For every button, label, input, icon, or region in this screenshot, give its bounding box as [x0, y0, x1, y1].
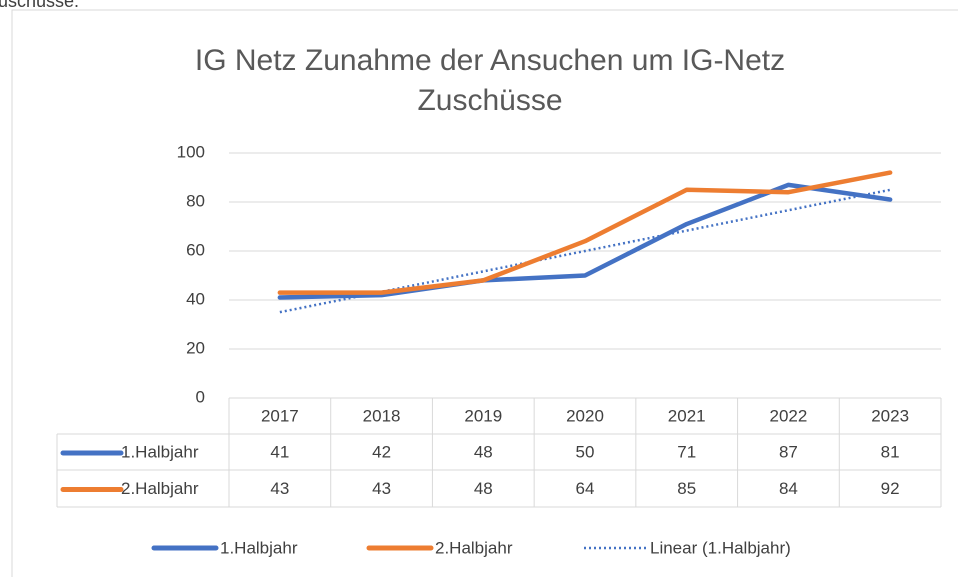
line-series — [277, 182, 893, 300]
table-cell: 85 — [677, 479, 696, 498]
table-cell: 42 — [372, 442, 391, 461]
table-cell: 64 — [576, 479, 595, 498]
table-cell: 43 — [270, 479, 289, 498]
table-cell: 81 — [881, 442, 900, 461]
table-cell: 48 — [474, 442, 493, 461]
trendline — [279, 188, 891, 314]
x-tick-label: 2023 — [871, 406, 909, 425]
legend-label: 1.Halbjahr — [220, 538, 298, 557]
table-cell: 84 — [779, 479, 798, 498]
y-tick-label: 80 — [186, 191, 205, 210]
x-tick-label: 2019 — [464, 406, 502, 425]
x-tick-label: 2020 — [566, 406, 604, 425]
y-tick-label: 0 — [196, 387, 205, 406]
table-cell: 43 — [372, 479, 391, 498]
table-cell: 92 — [881, 479, 900, 498]
chart-frame — [11, 9, 958, 577]
legend-label: Linear (1.Halbjahr) — [650, 538, 791, 557]
chart-title: IG Netz Zunahme der Ansuchen um IG-Netz — [195, 44, 785, 77]
legend-label: 2.Halbjahr — [435, 538, 513, 557]
table-cell: 41 — [270, 442, 289, 461]
x-tick-label: 2021 — [668, 406, 706, 425]
table-cell: 48 — [474, 479, 493, 498]
line-series — [277, 170, 893, 295]
y-tick-label: 40 — [186, 289, 205, 308]
table-cell: 87 — [779, 442, 798, 461]
table-row-label: 1.Halbjahr — [121, 442, 199, 461]
y-tick-label: 100 — [177, 142, 205, 161]
x-tick-label: 2018 — [363, 406, 401, 425]
x-tick-label: 2022 — [770, 406, 808, 425]
x-tick-label: 2017 — [261, 406, 299, 425]
y-tick-label: 60 — [186, 240, 205, 259]
y-tick-label: 20 — [186, 338, 205, 357]
table-cell: 71 — [677, 442, 696, 461]
page-text: uschüsse. — [0, 0, 79, 11]
chart-title: Zuschüsse — [417, 84, 562, 117]
table-row-label: 2.Halbjahr — [121, 479, 199, 498]
table-cell: 50 — [576, 442, 595, 461]
